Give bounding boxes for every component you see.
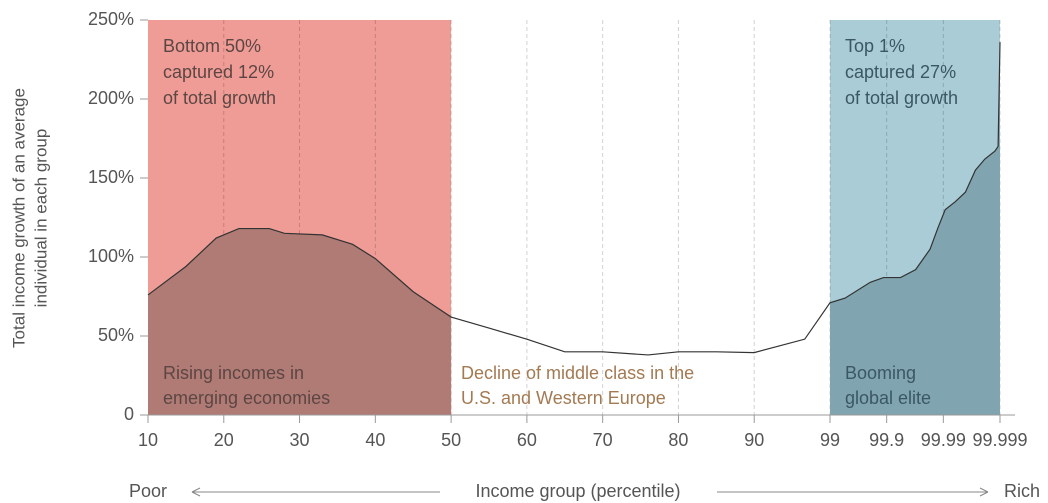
x-tick-label: 99.999 xyxy=(972,430,1027,450)
y-tick-label: 50% xyxy=(98,325,134,345)
region-title: of total growth xyxy=(163,88,276,108)
y-tick-label: 0 xyxy=(124,404,134,424)
x-tick-label: 99 xyxy=(820,430,840,450)
x-tick-label: 20 xyxy=(214,430,234,450)
arrow xyxy=(717,487,989,497)
region-title: of total growth xyxy=(845,88,958,108)
y-tick-label: 200% xyxy=(88,88,134,108)
region-note: Booming xyxy=(845,363,916,383)
x-tick-label: 10 xyxy=(138,430,158,450)
region-note: global elite xyxy=(845,388,931,408)
x-tick-label: 50 xyxy=(441,430,461,450)
region-title: captured 12% xyxy=(163,62,274,82)
y-axis-label: individual in each group xyxy=(31,129,50,308)
arrow xyxy=(191,487,440,497)
x-tick-label: 70 xyxy=(593,430,613,450)
region-note: emerging economies xyxy=(163,388,330,408)
x-tick-label: 40 xyxy=(365,430,385,450)
x-tick-label: 80 xyxy=(668,430,688,450)
y-tick-label: 150% xyxy=(88,167,134,187)
x-tick-label: 30 xyxy=(290,430,310,450)
y-axis-label: Total income growth of an average xyxy=(9,88,28,348)
x-tick-label: 99.99 xyxy=(921,430,966,450)
x-left-label: Poor xyxy=(129,481,167,501)
region-note: Rising incomes in xyxy=(163,363,304,383)
line xyxy=(147,42,1001,356)
annotation: Decline of middle class in the xyxy=(461,363,694,383)
y-tick-label: 100% xyxy=(88,246,134,266)
x-tick-label: 60 xyxy=(517,430,537,450)
x-tick-label: 99.9 xyxy=(869,430,904,450)
area xyxy=(148,228,452,415)
region-title: Top 1% xyxy=(845,36,905,56)
x-axis-label: Income group (percentile) xyxy=(475,481,680,501)
y-tick-label: 250% xyxy=(88,9,134,29)
x-right-label: Rich xyxy=(1004,481,1040,501)
x-tick-label: 90 xyxy=(744,430,764,450)
region-title: Bottom 50% xyxy=(163,36,261,56)
annotation: U.S. and Western Europe xyxy=(461,388,666,408)
area xyxy=(830,42,1000,415)
region-title: captured 27% xyxy=(845,62,956,82)
